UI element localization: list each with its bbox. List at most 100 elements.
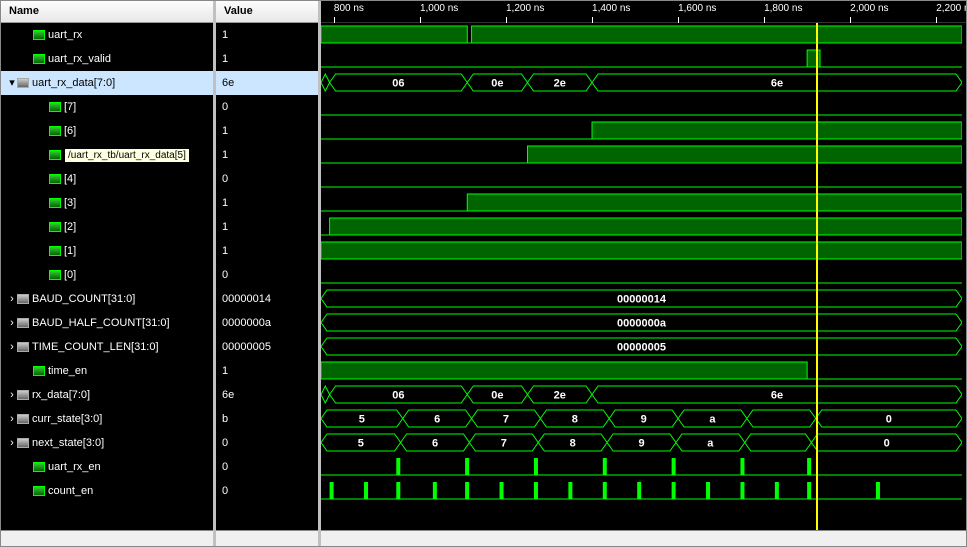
signal-value-count_en[interactable]: 0 (216, 479, 318, 503)
signal-label: [4] (64, 173, 76, 185)
signal-value-curr_state[interactable]: b (216, 407, 318, 431)
signal-value-baud_count[interactable]: 00000014 (216, 287, 318, 311)
time-cursor[interactable] (816, 23, 818, 530)
signal-value-bit3[interactable]: 1 (216, 191, 318, 215)
signal-value-bit6[interactable]: 1 (216, 119, 318, 143)
signal-name-time_count_len[interactable]: ›TIME_COUNT_LEN[31:0] (1, 335, 213, 359)
signal-label: [6] (64, 125, 76, 137)
signal-name-bit5[interactable]: /uart_rx_tb/uart_rx_data[5] (1, 143, 213, 167)
name-rows: uart_rxuart_rx_valid▾ uart_rx_data[7:0] [7… (1, 23, 213, 530)
expand-icon[interactable]: ▾ (7, 71, 17, 95)
waveform-uart_rx_data[interactable]: 060e2e6e (321, 71, 966, 95)
expand-icon[interactable]: › (7, 383, 17, 407)
expand-icon[interactable]: › (7, 311, 17, 335)
signal-label: uart_rx_data[7:0] (32, 77, 115, 89)
waveform-uart_rx_valid[interactable] (321, 47, 966, 71)
signal-name-rx_data[interactable]: ›rx_data[7:0] (1, 383, 213, 407)
timeline-tick: 2,000 ns (850, 3, 888, 14)
signal-name-bit6[interactable]: [6] (1, 119, 213, 143)
timeline-tick: 1,200 ns (506, 3, 544, 14)
svg-text:2e: 2e (554, 390, 566, 402)
signal-name-time_en[interactable]: time_en (1, 359, 213, 383)
signal-label: [1] (64, 245, 76, 257)
wave-scrollbar[interactable] (321, 530, 966, 546)
expand-icon[interactable]: › (7, 431, 17, 455)
svg-text:06: 06 (392, 390, 404, 402)
value-rows: 116e01101110000000140000000a0000000516eb… (216, 23, 318, 530)
waveform-uart_rx_en[interactable] (321, 455, 966, 479)
signal-tooltip: /uart_rx_tb/uart_rx_data[5] (64, 148, 190, 163)
expand-icon[interactable]: › (7, 287, 17, 311)
svg-text:9: 9 (641, 414, 647, 426)
value-scrollbar[interactable] (216, 530, 318, 546)
signal-name-uart_rx_en[interactable]: uart_rx_en (1, 455, 213, 479)
expand-icon[interactable]: › (7, 407, 17, 431)
signal-value-baud_half[interactable]: 0000000a (216, 311, 318, 335)
waveform-bit6[interactable] (321, 119, 966, 143)
signal-name-next_state[interactable]: ›next_state[3:0] (1, 431, 213, 455)
signal-name-uart_rx[interactable]: uart_rx (1, 23, 213, 47)
svg-text:0e: 0e (491, 78, 503, 90)
signal-value-uart_rx_valid[interactable]: 1 (216, 47, 318, 71)
signal-name-bit0[interactable]: [0] (1, 263, 213, 287)
signal-name-baud_half[interactable]: ›BAUD_HALF_COUNT[31:0] (1, 311, 213, 335)
signal-value-rx_data[interactable]: 6e (216, 383, 318, 407)
svg-text:00000014: 00000014 (617, 294, 667, 306)
signal-name-uart_rx_data[interactable]: ▾ uart_rx_data[7:0] (1, 71, 213, 95)
signal-value-bit2[interactable]: 1 (216, 215, 318, 239)
waveform-bit5[interactable] (321, 143, 966, 167)
signal-value-bit7[interactable]: 0 (216, 95, 318, 119)
signal-type-icon (33, 486, 45, 496)
signal-value-next_state[interactable]: 0 (216, 431, 318, 455)
signal-name-bit2[interactable]: [2] (1, 215, 213, 239)
signal-type-icon (33, 366, 45, 376)
svg-text:0: 0 (886, 414, 892, 426)
signal-name-count_en[interactable]: count_en (1, 479, 213, 503)
signal-value-uart_rx_data[interactable]: 6e (216, 71, 318, 95)
waveform-bit0[interactable] (321, 263, 966, 287)
signal-value-uart_rx[interactable]: 1 (216, 23, 318, 47)
waveform-rx_data[interactable]: 06 0e 2e 6e (321, 383, 966, 407)
waveform-bit3[interactable] (321, 191, 966, 215)
waveform-bit4[interactable] (321, 167, 966, 191)
waveform-next_state[interactable]: 56789a0 (321, 431, 966, 455)
waveform-curr_state[interactable]: 56789a0 (321, 407, 966, 431)
value-header[interactable]: Value (216, 1, 318, 23)
waveform-uart_rx[interactable] (321, 23, 966, 47)
svg-text:8: 8 (572, 414, 578, 426)
name-scrollbar[interactable] (1, 530, 213, 546)
svg-text:0e: 0e (491, 390, 503, 402)
signal-name-bit3[interactable]: [3] (1, 191, 213, 215)
waveform-count_en[interactable] (321, 479, 966, 503)
signal-name-bit1[interactable]: [1] (1, 239, 213, 263)
svg-text:6e: 6e (771, 390, 783, 402)
signal-name-curr_state[interactable]: ›curr_state[3:0] (1, 407, 213, 431)
signal-value-bit4[interactable]: 0 (216, 167, 318, 191)
waveform-bit2[interactable] (321, 215, 966, 239)
signal-type-icon (17, 342, 29, 352)
signal-value-time_en[interactable]: 1 (216, 359, 318, 383)
svg-text:9: 9 (638, 438, 644, 450)
signal-value-bit1[interactable]: 1 (216, 239, 318, 263)
name-header[interactable]: Name (1, 1, 213, 23)
value-column: Value 116e01101110000000140000000a000000… (216, 1, 321, 546)
waveform-bit1[interactable] (321, 239, 966, 263)
svg-text:06: 06 (392, 78, 404, 90)
waveform-baud_half[interactable]: 0000000a (321, 311, 966, 335)
signal-name-baud_count[interactable]: ›BAUD_COUNT[31:0] (1, 287, 213, 311)
waveform-baud_count[interactable]: 00000014 (321, 287, 966, 311)
signal-name-bit7[interactable]: [7] (1, 95, 213, 119)
signal-name-bit4[interactable]: [4] (1, 167, 213, 191)
signal-value-bit5[interactable]: 1 (216, 143, 318, 167)
signal-type-icon (49, 222, 61, 232)
waveform-time_count_len[interactable]: 00000005 (321, 335, 966, 359)
signal-value-bit0[interactable]: 0 (216, 263, 318, 287)
waveform-area[interactable]: 06 0e 2e 6e 00000014 0000000a00000005 06 0e 2e 6e… (321, 23, 966, 530)
waveform-time_en[interactable] (321, 359, 966, 383)
expand-icon[interactable]: › (7, 335, 17, 359)
timeline-ruler[interactable]: 800 ns1,000 ns1,200 ns1,400 ns1,600 ns1,… (321, 1, 966, 23)
waveform-bit7[interactable] (321, 95, 966, 119)
signal-value-time_count_len[interactable]: 00000005 (216, 335, 318, 359)
signal-name-uart_rx_valid[interactable]: uart_rx_valid (1, 47, 213, 71)
signal-value-uart_rx_en[interactable]: 0 (216, 455, 318, 479)
